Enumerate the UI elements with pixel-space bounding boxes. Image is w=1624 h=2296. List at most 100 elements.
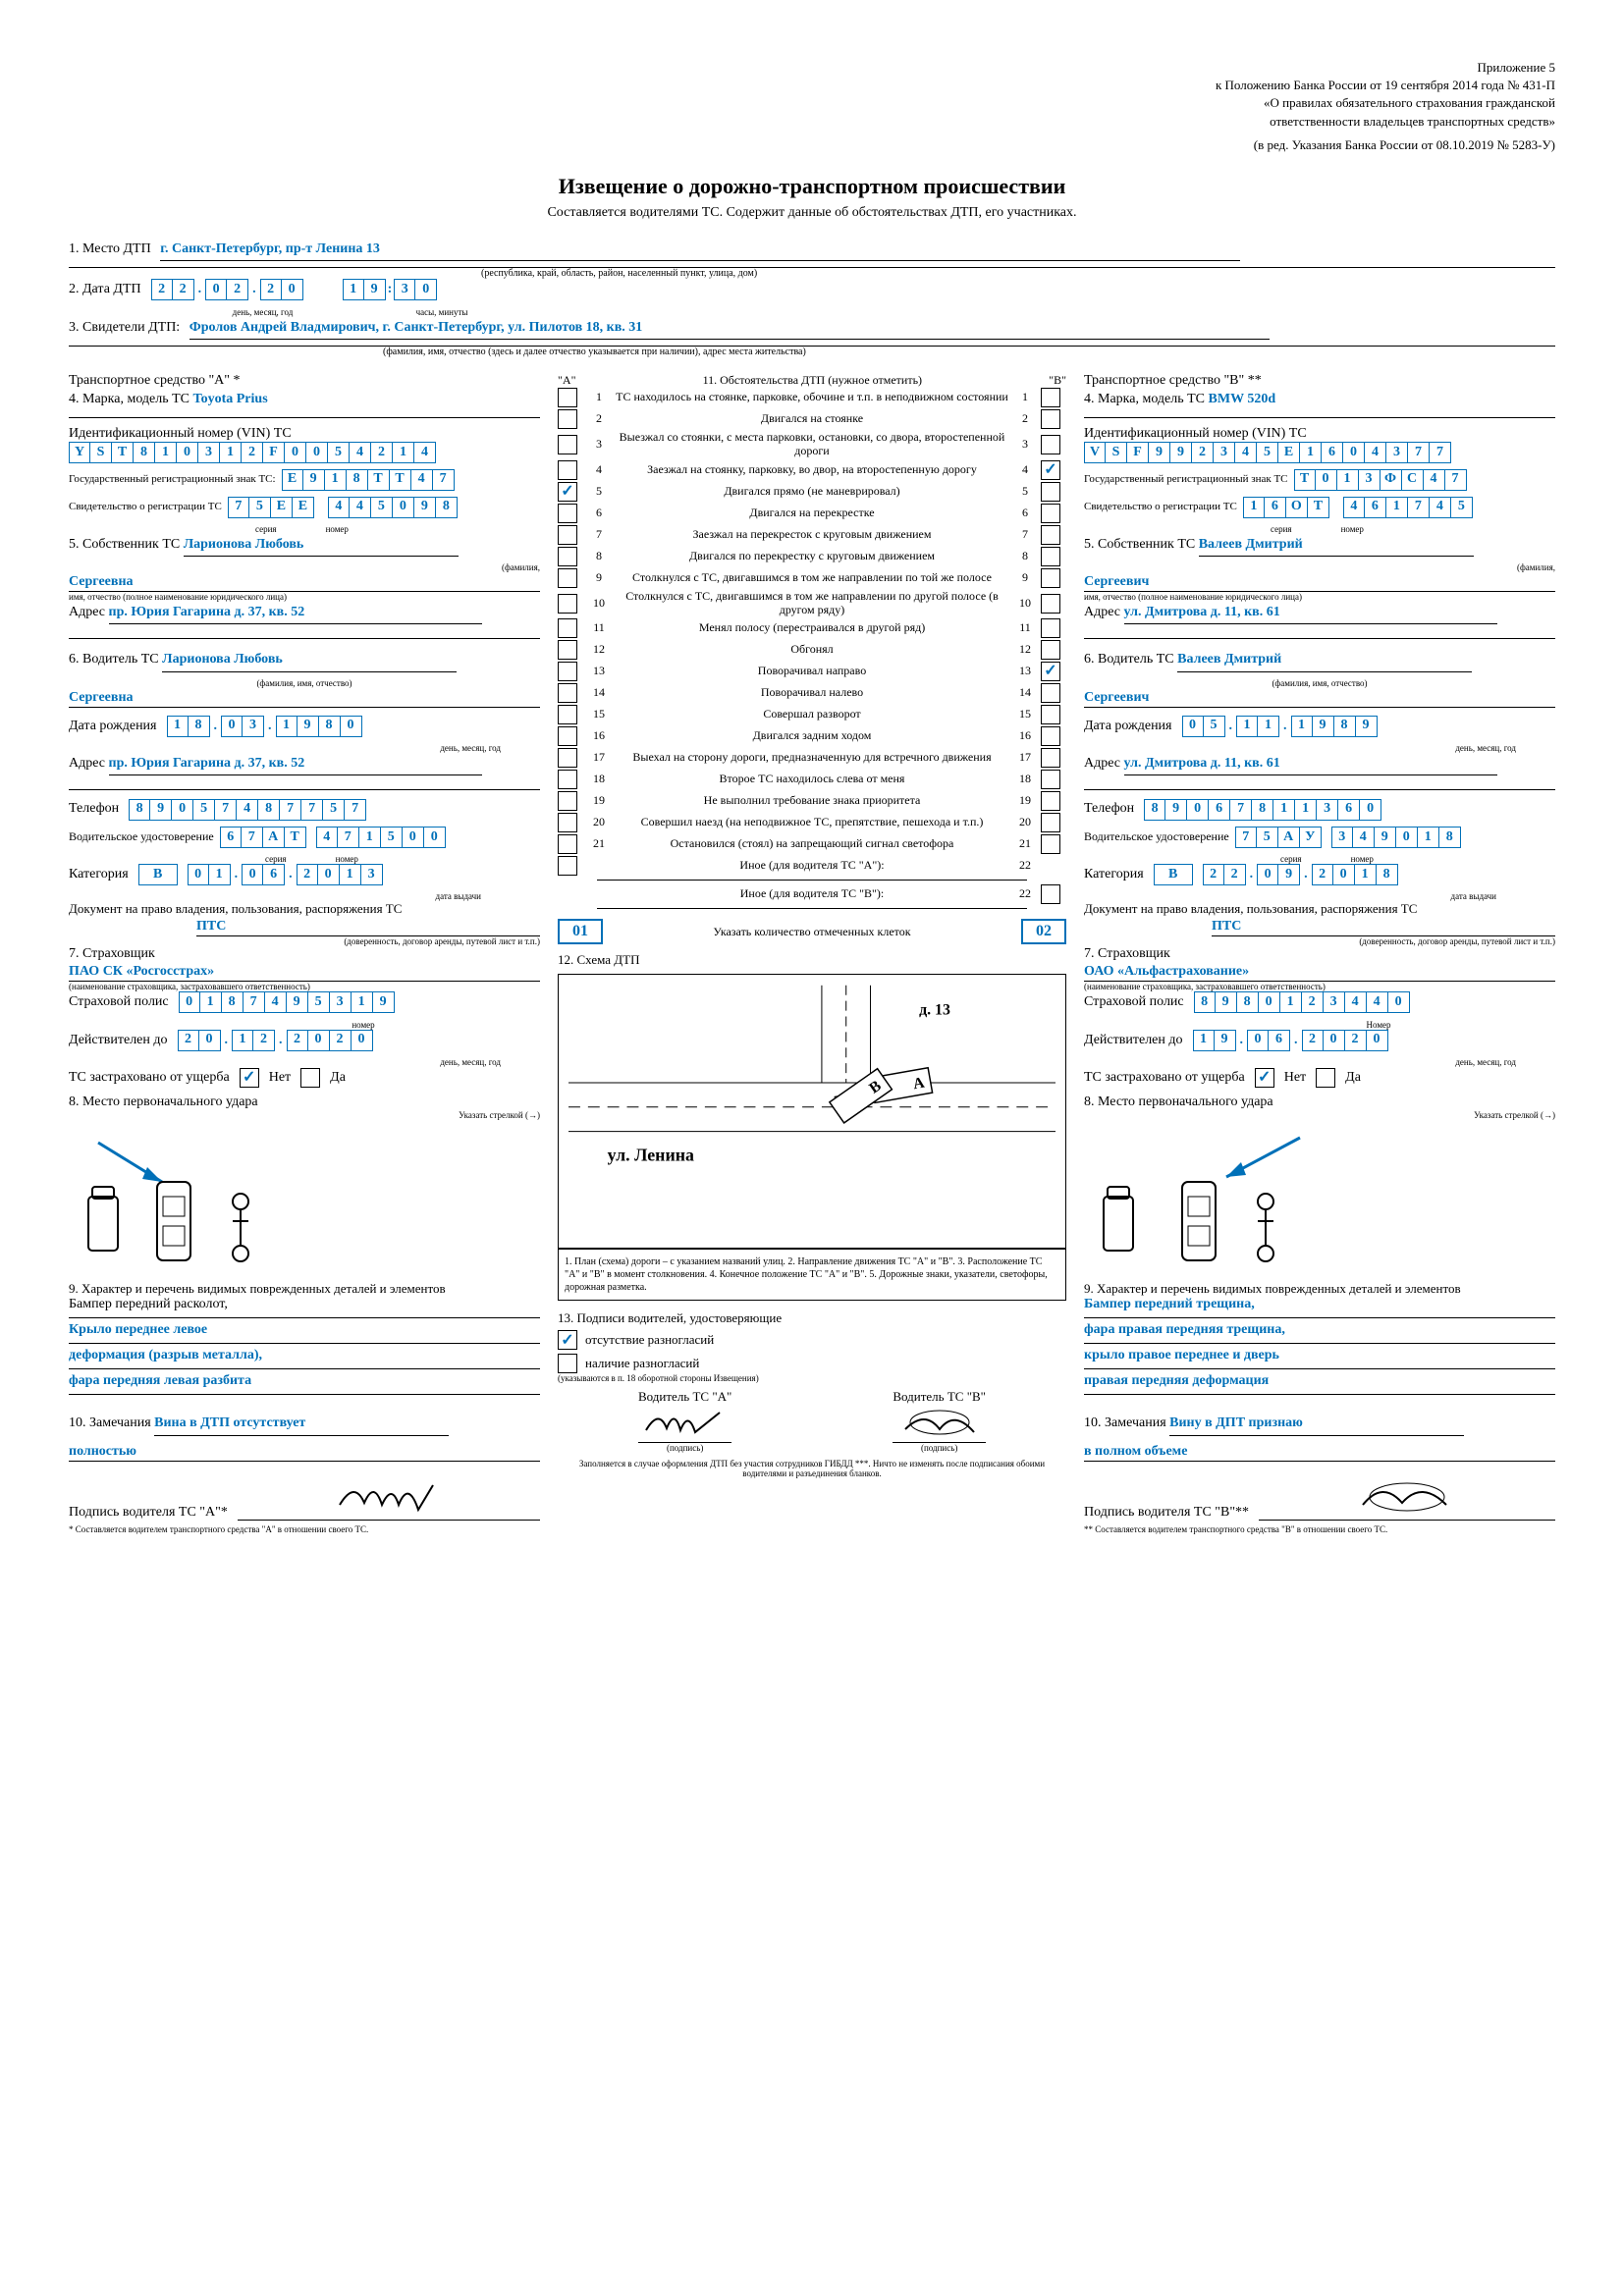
circ-a-check[interactable]	[558, 662, 577, 681]
circ-b-check[interactable]	[1041, 525, 1060, 545]
circ-b-check[interactable]	[1041, 813, 1060, 832]
circ-a-check[interactable]	[558, 618, 577, 638]
char-box: 4	[1345, 991, 1367, 1013]
vb-dob-hint: день, месяц, год	[1084, 743, 1516, 753]
vb-ins-yes-check[interactable]	[1316, 1068, 1335, 1088]
vb-policy-hint: Номер	[1202, 1020, 1555, 1030]
vb-addr2: ул. Дмитрова д. 11, кв. 61	[1124, 753, 1497, 775]
circ-b-check[interactable]	[1041, 594, 1060, 614]
va-policy-label: Страховой полис	[69, 991, 169, 1013]
circ-b-check[interactable]	[1041, 409, 1060, 429]
va-f4-label: 4. Марка, модель ТС	[69, 392, 189, 406]
char-box: 9	[150, 799, 172, 821]
circ-row: 17Выехал на сторону дороги, предназначен…	[558, 748, 1066, 768]
page-subtitle: Составляется водителями ТС. Содержит дан…	[69, 205, 1555, 221]
circ-a-check[interactable]	[558, 813, 577, 832]
circ-a-check[interactable]	[558, 460, 577, 480]
vb-f4-label: 4. Марка, модель ТС	[1084, 392, 1205, 406]
circ-b-check[interactable]: ✓	[1041, 662, 1060, 681]
circ-a-check[interactable]	[558, 504, 577, 523]
circ-a-check[interactable]	[558, 409, 577, 429]
circ-b-check[interactable]	[1041, 770, 1060, 789]
char-box: 8	[189, 716, 210, 737]
circ-a-check[interactable]	[558, 547, 577, 566]
char-box: 3	[1317, 799, 1338, 821]
circ-row: 14Поворачивал налево14	[558, 683, 1066, 703]
char-box: 0	[1257, 864, 1278, 885]
circ-b-check[interactable]	[1041, 388, 1060, 407]
char-box: 1	[1258, 716, 1279, 737]
circ-num-b: 4	[1015, 463, 1035, 477]
sig-opt1-ck[interactable]: ✓	[558, 1330, 577, 1350]
car-icons-b	[1084, 1128, 1339, 1275]
char-box: 5	[1257, 827, 1278, 848]
circ-a-check[interactable]: ✓	[558, 482, 577, 502]
circ-b-check[interactable]	[1041, 504, 1060, 523]
vb-ins-yes: Да	[1345, 1067, 1361, 1089]
char-box: 2	[1302, 1030, 1324, 1051]
char-box: 3	[1386, 442, 1408, 463]
damage-line: Крыло переднее левое	[69, 1322, 540, 1344]
vb-catdate-boxes: 22.09.2018	[1203, 864, 1398, 885]
char-box: 1	[155, 442, 177, 463]
circ-a-check[interactable]	[558, 748, 577, 768]
circ-num-a: 5	[589, 485, 609, 499]
circ-a-check[interactable]	[558, 705, 577, 724]
circ-num-b: 7	[1015, 528, 1035, 542]
vb-ins-no-check[interactable]: ✓	[1255, 1068, 1274, 1088]
circ-b-check[interactable]	[1041, 640, 1060, 660]
circ-b-check[interactable]	[1041, 618, 1060, 638]
char-box: 3	[1214, 442, 1235, 463]
char-box: 7	[1408, 442, 1430, 463]
char-box: 4	[265, 991, 287, 1013]
circ-otherA-ck[interactable]	[558, 856, 577, 876]
circ-a-check[interactable]	[558, 435, 577, 454]
char-box: 4	[411, 469, 433, 491]
circ-b-check[interactable]	[1041, 834, 1060, 854]
vb-lic-label: Водительское удостоверение	[1084, 828, 1229, 846]
char-box: 2	[173, 279, 194, 300]
circ-a-check[interactable]	[558, 683, 577, 703]
circ-b-check[interactable]	[1041, 435, 1060, 454]
circ-row: 13Поворачивал направо13✓	[558, 662, 1066, 681]
vb-lic-boxes: 75АУ349018	[1235, 827, 1461, 848]
sig-opt2: наличие разногласий	[585, 1356, 699, 1371]
vb-valid-label: Действителен до	[1084, 1030, 1183, 1051]
sig-opt2-ck[interactable]	[558, 1354, 577, 1373]
circ-a-check[interactable]	[558, 388, 577, 407]
char-box: 8	[1334, 716, 1356, 737]
circ-row: 9Столкнулся с ТС, двигавшимся в том же н…	[558, 568, 1066, 588]
char-box: 1	[393, 442, 414, 463]
va-ins-no-check[interactable]: ✓	[240, 1068, 259, 1088]
circ-a-check[interactable]	[558, 834, 577, 854]
vb-remark-0: Вину в ДПТ признаю	[1169, 1413, 1464, 1435]
circ-otherB: Иное (для водителя ТС "В"):	[615, 887, 1009, 901]
circ-b-check[interactable]: ✓	[1041, 460, 1060, 480]
circ-a-check[interactable]	[558, 770, 577, 789]
circ-b-check[interactable]	[1041, 726, 1060, 746]
circ-a-check[interactable]	[558, 791, 577, 811]
circ-a-check[interactable]	[558, 568, 577, 588]
circ-b-check[interactable]	[1041, 482, 1060, 502]
char-box: 2	[242, 442, 263, 463]
char-box: 5	[249, 497, 271, 518]
char-box: 5	[1204, 716, 1225, 737]
circ-b-check[interactable]	[1041, 547, 1060, 566]
char-box: 9	[373, 991, 395, 1013]
circ-a-check[interactable]	[558, 525, 577, 545]
circ-a-check[interactable]	[558, 726, 577, 746]
circ-b-check[interactable]	[1041, 748, 1060, 768]
circ-num-b: 8	[1015, 550, 1035, 563]
circ-b-check[interactable]	[1041, 683, 1060, 703]
circ-a-check[interactable]	[558, 640, 577, 660]
circ-b-check[interactable]	[1041, 568, 1060, 588]
circ-b-check[interactable]	[1041, 705, 1060, 724]
circ-otherB-ck[interactable]	[1041, 884, 1060, 904]
circ-b-check[interactable]	[1041, 791, 1060, 811]
circ-a-check[interactable]	[558, 594, 577, 614]
va-ins-yes-check[interactable]	[300, 1068, 320, 1088]
circ-num-a: 6	[589, 507, 609, 520]
char-box: 7	[228, 497, 249, 518]
char-box: 1	[200, 991, 222, 1013]
circ-num-b: 11	[1015, 621, 1035, 635]
